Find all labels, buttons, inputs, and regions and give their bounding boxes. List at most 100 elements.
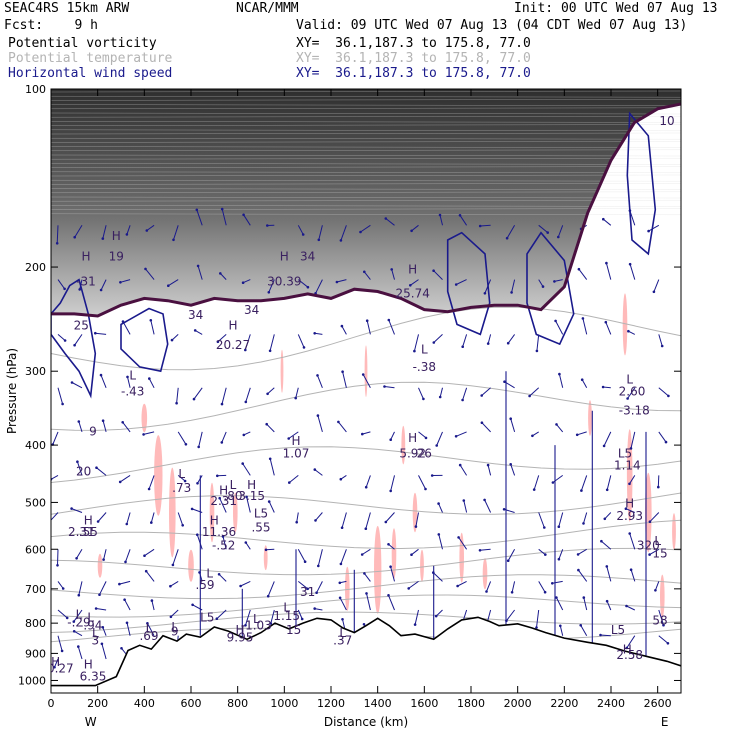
wind-vector xyxy=(388,543,395,550)
wind-vector xyxy=(242,279,251,284)
wind-vector-head xyxy=(245,495,248,499)
wind-vector-head xyxy=(191,603,194,607)
contour-label: H xyxy=(51,655,60,669)
wind-vector xyxy=(510,464,516,476)
wind-vector-head xyxy=(510,591,514,594)
pv-fill-region xyxy=(97,553,103,578)
pv-fill-region xyxy=(233,492,238,533)
wind-vector xyxy=(577,569,588,582)
wind-vector xyxy=(605,322,612,335)
contour-label: .55 xyxy=(251,521,270,535)
wind-vector xyxy=(436,431,443,446)
wind-vector xyxy=(438,534,443,550)
contour-label: H xyxy=(408,262,417,276)
y-tick-label: 1000 xyxy=(18,674,46,687)
wind-vector-head xyxy=(317,238,321,242)
wind-vector-head xyxy=(301,233,305,236)
wind-vector-head xyxy=(100,642,104,646)
wind-vector xyxy=(57,635,63,652)
wind-vector xyxy=(435,609,443,617)
wind-vector xyxy=(196,209,203,226)
wind-vector xyxy=(96,608,107,611)
wind-vector xyxy=(433,270,443,280)
contour-label: 2.31 xyxy=(210,494,237,508)
wind-vector-head xyxy=(648,553,651,556)
wind-vector-head xyxy=(102,558,105,561)
strat-contour-line xyxy=(51,163,681,165)
wind-vector-head xyxy=(125,522,129,526)
wind-vector-head xyxy=(577,267,581,271)
wind-vector-head xyxy=(295,520,299,524)
wind-vector xyxy=(222,536,227,550)
wind-vector xyxy=(270,609,275,624)
x-tick-label: 800 xyxy=(227,697,248,710)
wind-vector-head xyxy=(432,341,436,344)
wind-vector-head xyxy=(239,584,242,588)
x-tick-label: 1600 xyxy=(410,697,438,710)
wind-vector-head xyxy=(461,398,464,402)
contour-label: 6.35 xyxy=(80,670,107,684)
wind-vector-head xyxy=(559,624,562,628)
strat-contour-line xyxy=(51,208,681,210)
wind-vector-head xyxy=(123,598,126,601)
wind-vector xyxy=(218,573,227,582)
wind-vector-head xyxy=(359,230,362,234)
contour-label: 34 xyxy=(188,308,203,322)
contour-label: .69 xyxy=(139,629,158,643)
wind-vector xyxy=(217,334,227,343)
wind-vector xyxy=(76,461,83,476)
wind-vector-head xyxy=(387,594,390,597)
wind-vector-head xyxy=(119,281,122,284)
wind-vector-head xyxy=(144,267,147,271)
wind-vector xyxy=(54,658,59,668)
contour-label: 15 xyxy=(286,623,301,637)
wind-vector-head xyxy=(485,590,488,593)
contour-label: H xyxy=(625,497,634,511)
wind-vector xyxy=(558,512,564,527)
wind-vector-head xyxy=(171,563,175,567)
wind-vector-head xyxy=(558,372,561,376)
wind-vector xyxy=(484,499,492,513)
wind-vector xyxy=(288,431,299,439)
wind-vector-head xyxy=(652,290,656,294)
wind-vector-head xyxy=(313,607,317,610)
wind-vector xyxy=(194,329,203,335)
wind-vector-head xyxy=(338,581,342,585)
wind-vector xyxy=(480,224,491,227)
x-tick-label: 0 xyxy=(48,697,55,710)
contour-label: L xyxy=(87,611,94,625)
field-wind-xy: XY= 36.1,187.3 to 175.8, 77.0 xyxy=(296,66,531,81)
wind-vector-head xyxy=(147,487,151,491)
wind-vector xyxy=(265,548,275,551)
wind-vector-head xyxy=(267,291,271,294)
wind-vector-head xyxy=(601,385,605,389)
contour-label: 25.74 xyxy=(396,286,430,300)
wind-vector-head xyxy=(458,463,462,467)
wind-speed-contour xyxy=(626,111,657,256)
strat-contour-line xyxy=(51,104,681,106)
wind-vector-head xyxy=(287,437,291,440)
wind-vector xyxy=(57,609,68,619)
wind-vector xyxy=(216,609,227,620)
wind-vector xyxy=(506,225,516,239)
y-tick-label: 500 xyxy=(25,496,46,509)
wind-vector xyxy=(268,279,275,293)
wind-vector xyxy=(629,210,636,226)
strat-contour-line xyxy=(51,95,681,98)
wind-vector-head xyxy=(302,346,306,349)
wind-vector xyxy=(77,646,83,660)
wind-vector xyxy=(338,421,347,433)
contour-label: L5 xyxy=(618,447,632,461)
wind-vector-head xyxy=(532,488,536,491)
wind-vector-head xyxy=(528,394,531,398)
x-tick-label: 1400 xyxy=(364,697,392,710)
contour-label: -.52 xyxy=(212,538,235,552)
strat-contour-line xyxy=(51,157,681,160)
wind-vector-head xyxy=(457,536,460,539)
wind-vector-head xyxy=(218,496,221,500)
wind-vector xyxy=(100,279,107,291)
wind-vector-head xyxy=(65,616,69,620)
wind-vector-head xyxy=(170,338,174,342)
wind-vector xyxy=(119,580,131,585)
wind-vector-head xyxy=(142,433,145,436)
